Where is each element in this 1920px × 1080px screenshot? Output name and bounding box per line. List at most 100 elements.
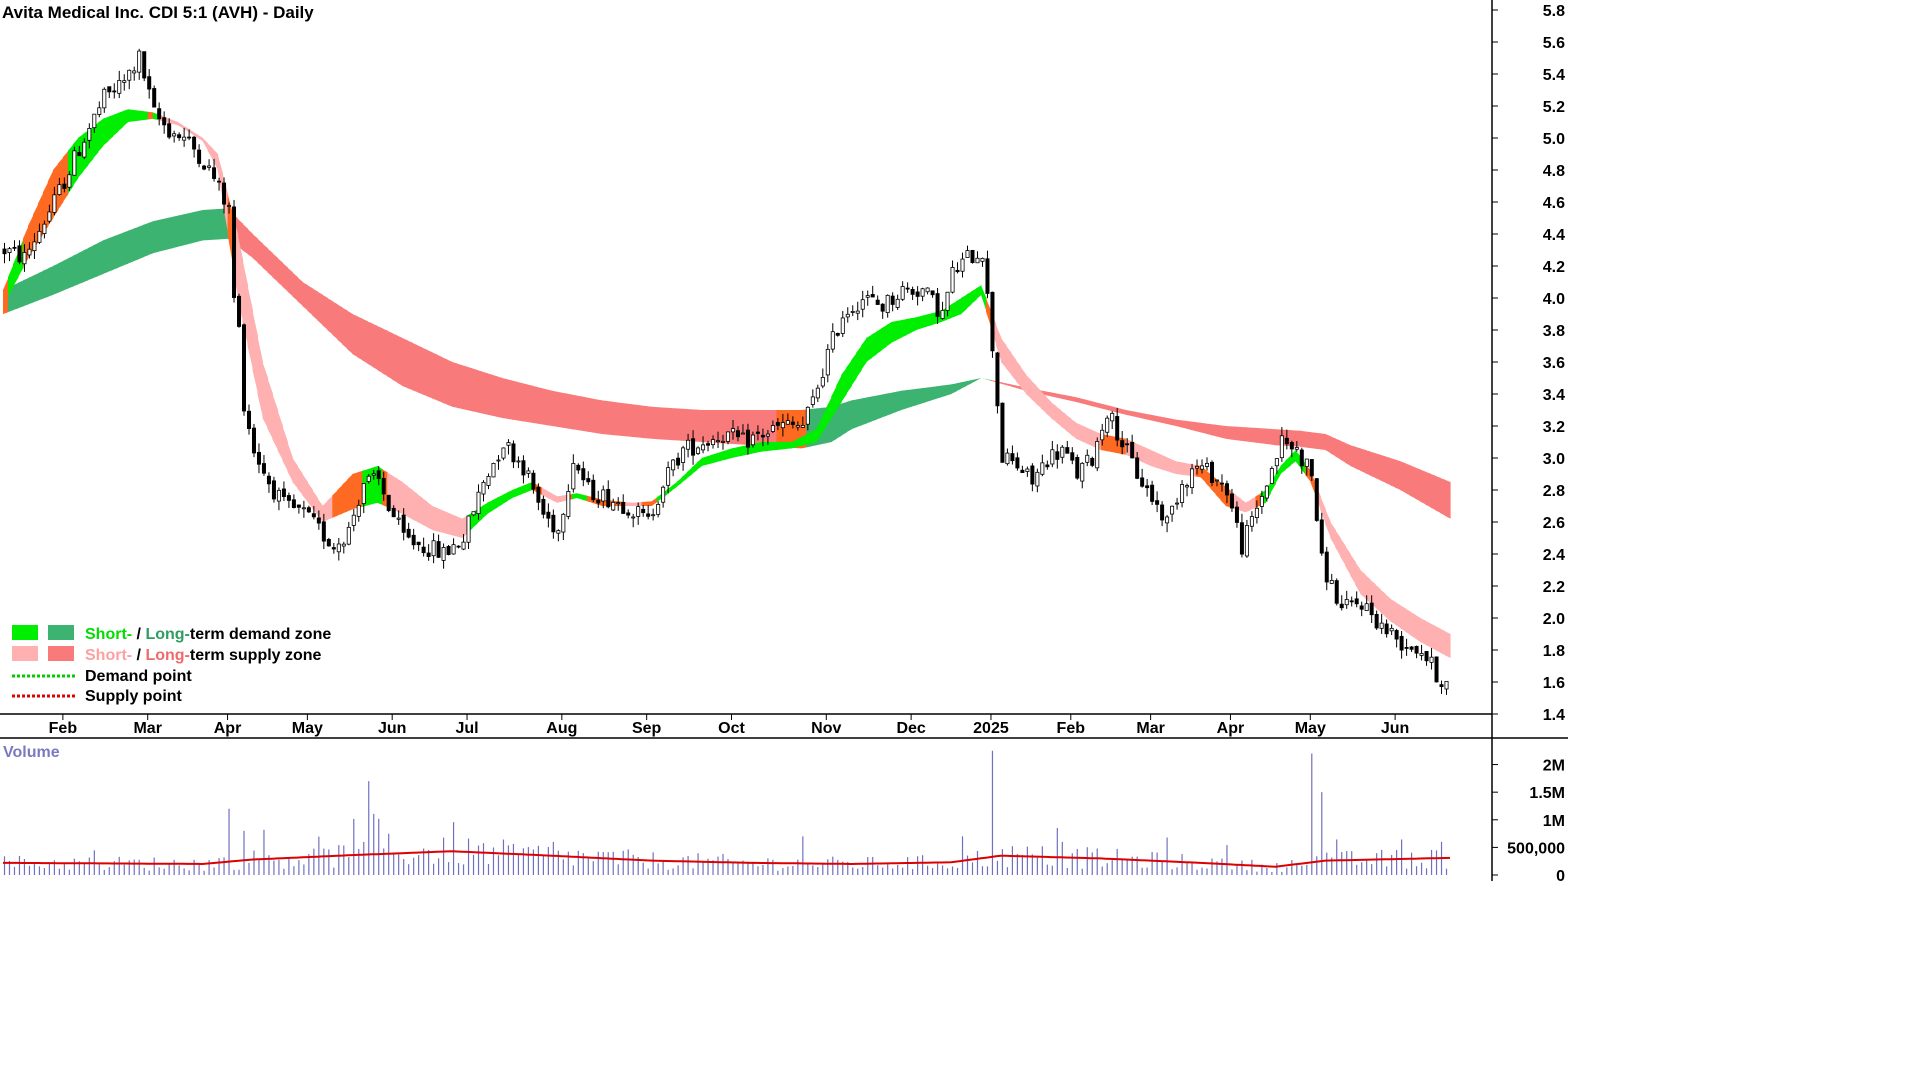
candle-body <box>845 313 850 318</box>
short-term-band-segment <box>1420 618 1426 645</box>
long-term-band-segment <box>1315 432 1321 450</box>
candle-body <box>1000 402 1005 463</box>
long-term-band-segment <box>1075 397 1082 404</box>
short-term-band-segment <box>806 431 812 445</box>
y-tick-label: 5.6 <box>1543 35 1565 52</box>
candle-body <box>596 499 601 504</box>
candle-body <box>760 434 765 438</box>
candle-body <box>112 90 117 93</box>
candle-body <box>87 127 92 141</box>
long-term-band-segment <box>621 402 628 437</box>
candle-body <box>1200 465 1205 470</box>
long-term-band-segment <box>1375 453 1381 481</box>
candle-body <box>32 241 37 252</box>
short-term-band-segment <box>322 500 328 522</box>
long-term-band-segment <box>12 282 19 311</box>
long-term-band-segment <box>342 307 348 350</box>
long-term-band-segment <box>72 253 79 287</box>
short-term-band-segment <box>886 322 892 347</box>
short-term-band-segment <box>1365 574 1371 604</box>
candle-body <box>1125 443 1130 446</box>
short-term-band-segment <box>1165 456 1172 473</box>
short-term-band-segment <box>741 445 748 456</box>
candle-body <box>576 464 581 471</box>
short-term-band-segment <box>352 472 358 510</box>
short-term-band-segment <box>1150 450 1157 468</box>
short-term-band-segment <box>217 154 224 202</box>
long-term-band-segment <box>681 408 688 442</box>
candle-body <box>7 248 12 253</box>
long-term-band-segment <box>427 350 433 399</box>
long-term-band-segment <box>1360 448 1366 474</box>
short-term-band-segment <box>816 418 822 442</box>
long-term-band-segment <box>1415 467 1421 502</box>
long-term-band-segment <box>1310 432 1316 449</box>
short-term-band-segment <box>1205 470 1212 489</box>
candle-body <box>1404 647 1409 649</box>
candle-body <box>1409 646 1414 650</box>
long-term-band-segment <box>162 217 169 251</box>
long-term-band-segment <box>37 270 44 301</box>
long-term-band-segment <box>197 210 204 242</box>
short-term-band-segment <box>1030 380 1037 404</box>
candle-body <box>157 108 162 120</box>
short-term-band-segment <box>931 312 937 326</box>
short-term-band-segment <box>511 488 518 498</box>
candle-body <box>1359 605 1364 610</box>
candle-body <box>371 473 376 476</box>
short-term-band-segment <box>1355 562 1361 594</box>
short-term-band-segment <box>142 111 149 121</box>
candle-body <box>237 295 242 327</box>
short-term-band-segment <box>257 336 264 418</box>
candle-body <box>27 248 32 256</box>
candle-body <box>461 541 466 550</box>
long-term-band-segment <box>980 378 987 380</box>
candle-body <box>651 514 656 517</box>
candle-body <box>446 546 451 555</box>
candle-body <box>217 180 222 183</box>
long-term-band-segment <box>616 402 623 436</box>
short-term-band-segment <box>57 157 64 210</box>
candle-body <box>1110 412 1115 422</box>
y-tick-label: 3.6 <box>1543 355 1565 372</box>
short-term-band-segment <box>831 385 837 418</box>
candle-body <box>955 269 960 273</box>
long-term-band-segment <box>861 397 867 426</box>
long-term-band-segment <box>676 408 683 441</box>
candle-body <box>780 422 785 429</box>
long-term-band-segment <box>1050 392 1057 398</box>
long-term-band <box>3 208 1451 519</box>
candle-body <box>406 528 411 538</box>
long-term-band-segment <box>891 391 897 414</box>
candle-body <box>935 293 940 317</box>
short-term-band-segment <box>581 494 588 502</box>
short-term-band-segment <box>686 467 693 479</box>
short-term-band-segment <box>866 334 872 362</box>
candle-body <box>795 425 800 428</box>
long-term-band-segment <box>347 310 353 354</box>
x-tick-label: Jun <box>1381 720 1409 737</box>
long-term-band-segment <box>172 215 179 249</box>
short-term-band-segment <box>167 118 174 124</box>
long-term-band-segment <box>901 390 907 410</box>
price-y-ticks: 5.8 5.6 5.4 5.2 5.0 4.8 4.6 4.4 4.2 4.0 3.8 3.6 3.4 3… <box>1492 3 1565 724</box>
short-term-band-segment <box>307 482 313 509</box>
short-term-band-segment <box>1360 570 1366 599</box>
candle-body <box>441 547 446 561</box>
long-term-band-segment <box>881 393 887 418</box>
candles <box>2 48 1449 695</box>
long-term-band-segment <box>1225 426 1232 440</box>
candle-body <box>386 494 391 511</box>
short-term-band-segment <box>1170 458 1177 474</box>
short-term-band-segment <box>182 125 189 132</box>
candle-body <box>1170 505 1175 515</box>
candle-body <box>67 174 72 188</box>
candle-body <box>626 512 631 516</box>
short-term-band-segment <box>961 294 967 314</box>
long-term-band-segment <box>1200 422 1207 434</box>
short-term-band-segment <box>1050 402 1057 423</box>
candle-body <box>281 488 286 497</box>
long-term-band-segment <box>1250 427 1257 443</box>
long-term-band-segment <box>382 328 388 377</box>
short-term-band-segment <box>202 138 209 151</box>
